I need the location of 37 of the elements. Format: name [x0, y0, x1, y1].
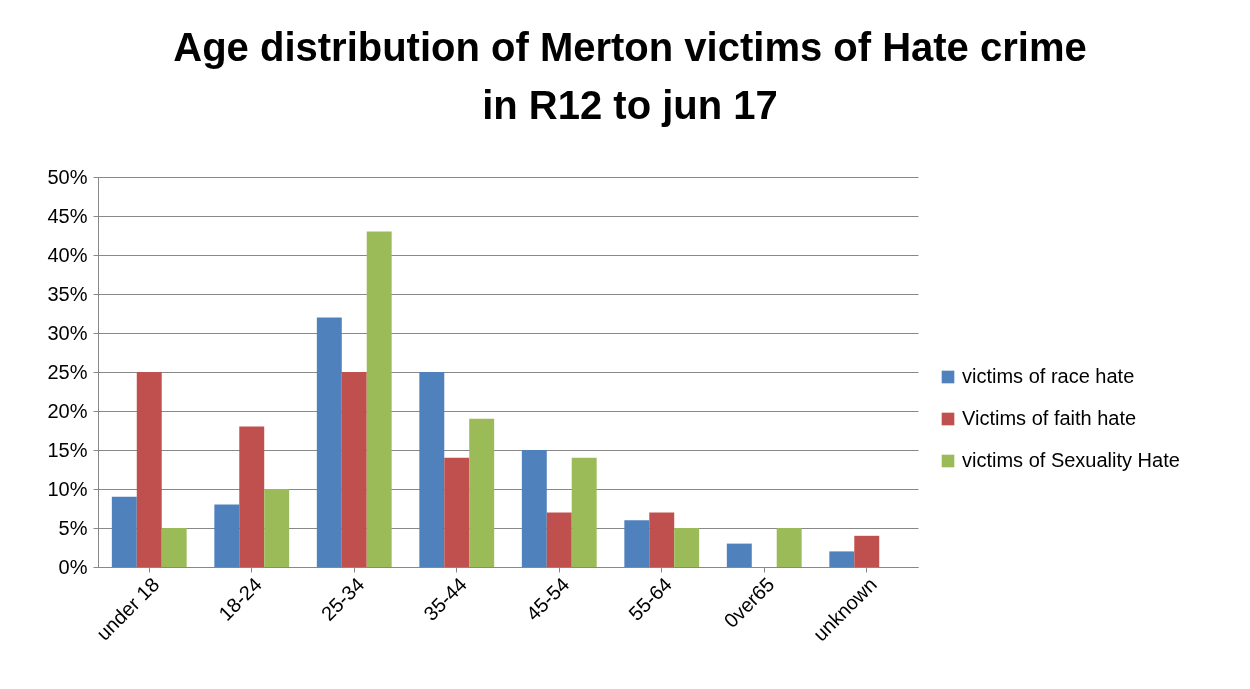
y-tick-label: 0% [58, 555, 88, 578]
chart-title: Age distribution of Merton victims of Hate crime in R12 to jun 17 [173, 25, 1087, 127]
bar [854, 535, 880, 567]
y-tick-label: 10% [47, 477, 88, 500]
y-tick-label: 45% [47, 204, 88, 227]
y-tick-label: 30% [47, 321, 88, 344]
y-tick-label: 25% [47, 360, 88, 383]
bar [624, 520, 650, 567]
bar [239, 426, 265, 567]
bar [674, 528, 700, 567]
bar [214, 504, 240, 567]
bar [419, 372, 445, 567]
bar [316, 317, 342, 567]
y-tick-label: 35% [47, 282, 88, 305]
y-tick-label: 50% [47, 165, 88, 188]
bar [111, 496, 137, 567]
bar [776, 528, 802, 567]
bar [366, 231, 392, 567]
bar [136, 372, 162, 567]
bar [341, 372, 367, 567]
bar [161, 528, 187, 567]
bar [469, 418, 495, 567]
legend-label: victims of race hate [962, 365, 1135, 387]
bar [264, 489, 290, 567]
y-tick-label: 15% [47, 438, 88, 461]
bar [829, 551, 855, 567]
legend-label: victims of Sexuality Hate [962, 449, 1180, 471]
y-tick-label: 20% [47, 399, 88, 422]
bar [649, 512, 675, 567]
bar [444, 457, 470, 567]
bar [571, 457, 597, 567]
legend-label: Victims of faith hate [962, 407, 1137, 429]
y-tick-label: 5% [58, 516, 88, 539]
bar [521, 450, 547, 567]
bar [726, 543, 752, 567]
y-tick-label: 40% [47, 243, 88, 266]
bar [546, 512, 572, 567]
